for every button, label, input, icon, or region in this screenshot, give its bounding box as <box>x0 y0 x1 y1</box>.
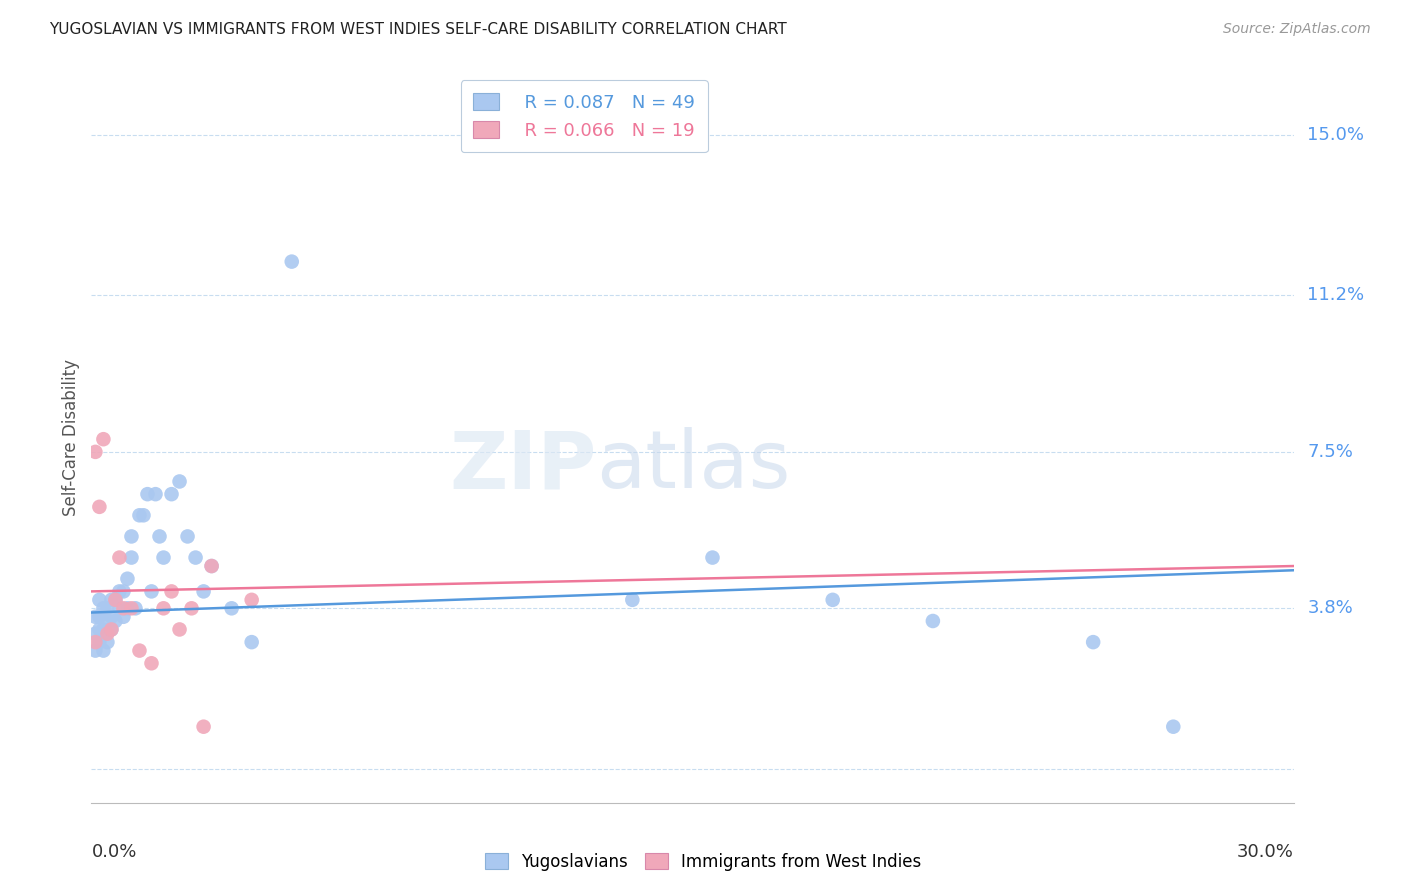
Point <box>84 445 107 459</box>
Point <box>117 601 139 615</box>
Text: Source: ZipAtlas.com: Source: ZipAtlas.com <box>1223 22 1371 37</box>
Point <box>84 626 107 640</box>
Point <box>100 623 122 637</box>
Point <box>180 601 202 615</box>
Point <box>112 601 135 615</box>
Point <box>169 475 191 489</box>
Point <box>121 529 143 543</box>
Point <box>145 487 167 501</box>
Text: YUGOSLAVIAN VS IMMIGRANTS FROM WEST INDIES SELF-CARE DISABILITY CORRELATION CHAR: YUGOSLAVIAN VS IMMIGRANTS FROM WEST INDI… <box>49 22 787 37</box>
Text: ZIP: ZIP <box>449 427 596 506</box>
Point <box>128 643 150 657</box>
Point <box>108 550 131 565</box>
Point <box>821 592 844 607</box>
Text: atlas: atlas <box>596 427 790 506</box>
Point <box>132 508 155 523</box>
Point <box>100 609 122 624</box>
Point <box>100 592 122 607</box>
Point <box>100 623 122 637</box>
Point <box>96 601 118 615</box>
Text: 15.0%: 15.0% <box>1308 126 1364 144</box>
Text: 3.8%: 3.8% <box>1308 599 1353 617</box>
Text: 0.0%: 0.0% <box>91 843 136 861</box>
Point <box>104 614 127 628</box>
Point <box>221 601 243 615</box>
Point <box>184 550 207 565</box>
Point <box>148 529 170 543</box>
Point <box>621 592 644 607</box>
Point <box>1163 720 1185 734</box>
Point <box>141 584 163 599</box>
Point <box>240 635 263 649</box>
Text: 7.5%: 7.5% <box>1308 442 1354 461</box>
Point <box>121 601 143 615</box>
Point <box>193 584 215 599</box>
Text: 30.0%: 30.0% <box>1237 843 1294 861</box>
Point <box>89 609 111 624</box>
Point <box>108 584 131 599</box>
Legend: Yugoslavians, Immigrants from West Indies: Yugoslavians, Immigrants from West Indie… <box>477 845 929 880</box>
Point <box>96 635 118 649</box>
Point <box>112 609 135 624</box>
Point <box>121 550 143 565</box>
Point <box>702 550 724 565</box>
Text: 11.2%: 11.2% <box>1308 286 1365 304</box>
Point <box>169 623 191 637</box>
Point <box>922 614 945 628</box>
Point <box>84 609 107 624</box>
Point <box>201 559 224 574</box>
Point <box>152 550 174 565</box>
Point <box>108 601 131 615</box>
Point <box>176 529 198 543</box>
Point <box>128 508 150 523</box>
Point <box>96 626 118 640</box>
Point <box>104 592 127 607</box>
Point <box>117 572 139 586</box>
Point <box>281 254 304 268</box>
Point <box>84 643 107 657</box>
Point <box>112 584 135 599</box>
Point <box>240 592 263 607</box>
Point <box>93 601 115 615</box>
Point <box>141 657 163 671</box>
Point <box>93 623 115 637</box>
Point <box>1083 635 1105 649</box>
Point <box>201 559 224 574</box>
Point <box>84 635 107 649</box>
Point <box>93 643 115 657</box>
Point <box>104 592 127 607</box>
Point <box>89 500 111 514</box>
Point <box>89 635 111 649</box>
Legend:   R = 0.087   N = 49,   R = 0.066   N = 19: R = 0.087 N = 49, R = 0.066 N = 19 <box>461 80 707 153</box>
Point <box>160 584 183 599</box>
Point <box>93 432 115 446</box>
Y-axis label: Self-Care Disability: Self-Care Disability <box>62 359 80 516</box>
Point <box>193 720 215 734</box>
Point <box>89 592 111 607</box>
Point <box>152 601 174 615</box>
Point <box>160 487 183 501</box>
Point <box>89 623 111 637</box>
Point <box>136 487 159 501</box>
Point <box>124 601 146 615</box>
Point <box>96 614 118 628</box>
